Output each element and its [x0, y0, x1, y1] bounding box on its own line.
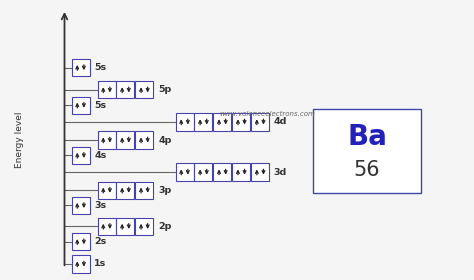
Text: Ba: Ba [347, 123, 387, 151]
Text: 4s: 4s [94, 151, 107, 160]
Bar [136, 81, 154, 99]
Text: 4p: 4p [158, 136, 172, 144]
Bar [232, 164, 250, 181]
Text: 5p: 5p [158, 85, 171, 94]
Bar [136, 218, 154, 235]
Bar [117, 81, 135, 99]
Text: 4d: 4d [274, 117, 287, 126]
Bar [136, 131, 154, 149]
Bar [213, 113, 231, 130]
Bar [117, 131, 135, 149]
Text: 56: 56 [354, 160, 380, 179]
Bar [98, 81, 116, 99]
Text: 2p: 2p [158, 222, 172, 231]
Bar [98, 181, 116, 199]
Text: Energy level: Energy level [15, 112, 24, 168]
Bar [98, 218, 116, 235]
Bar [175, 113, 193, 130]
Text: 2s: 2s [94, 237, 107, 246]
Bar [72, 147, 90, 164]
Text: 1s: 1s [94, 260, 107, 269]
Bar [72, 255, 90, 273]
Text: 3p: 3p [158, 186, 171, 195]
Bar [194, 113, 212, 130]
Text: 3d: 3d [274, 167, 287, 177]
Bar [72, 97, 90, 114]
Bar [72, 59, 90, 76]
Bar [213, 164, 231, 181]
Bar [72, 233, 90, 250]
Bar [175, 164, 193, 181]
Bar [232, 113, 250, 130]
Text: 5s: 5s [94, 63, 106, 72]
Text: 5s: 5s [94, 101, 106, 110]
Bar [313, 109, 421, 193]
Text: www.valenceelectrons.com: www.valenceelectrons.com [220, 111, 316, 116]
Bar [136, 181, 154, 199]
Bar [194, 164, 212, 181]
Bar [72, 197, 90, 214]
Bar [251, 164, 269, 181]
Bar [98, 131, 116, 149]
Bar [251, 113, 269, 130]
Text: 3s: 3s [94, 201, 106, 210]
Bar [117, 181, 135, 199]
Bar [117, 218, 135, 235]
